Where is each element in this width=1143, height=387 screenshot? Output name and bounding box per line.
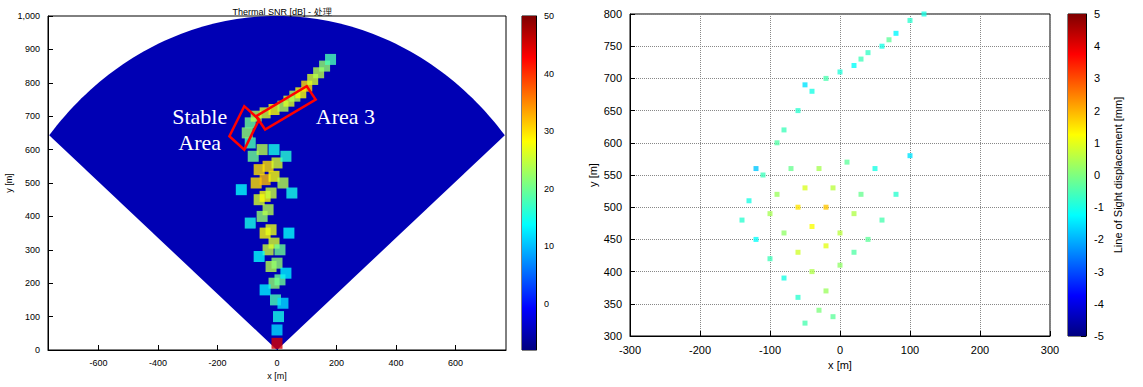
- svg-text:-300: -300: [619, 344, 641, 356]
- svg-text:300: 300: [604, 330, 622, 342]
- svg-text:300: 300: [25, 245, 40, 255]
- svg-text:y [m]: y [m]: [4, 173, 14, 193]
- svg-text:400: 400: [388, 358, 403, 368]
- svg-text:100: 100: [25, 312, 40, 322]
- svg-text:-5: -5: [1094, 330, 1104, 342]
- svg-text:y [m]: y [m]: [587, 163, 599, 187]
- svg-text:-400: -400: [149, 358, 167, 368]
- svg-text:50: 50: [544, 11, 554, 21]
- svg-text:500: 500: [604, 201, 622, 213]
- svg-text:200: 200: [971, 344, 989, 356]
- svg-text:600: 600: [448, 358, 463, 368]
- svg-text:30: 30: [544, 126, 554, 136]
- svg-text:450: 450: [604, 233, 622, 245]
- svg-text:2: 2: [1094, 105, 1100, 117]
- svg-text:0: 0: [274, 358, 279, 368]
- svg-text:-4: -4: [1094, 298, 1104, 310]
- svg-text:Area: Area: [178, 130, 221, 155]
- svg-text:Stable: Stable: [172, 104, 227, 129]
- svg-text:500: 500: [25, 178, 40, 188]
- svg-text:4: 4: [1094, 40, 1100, 52]
- svg-text:Line of Sight displacement [mm: Line of Sight displacement [mm]: [1112, 97, 1124, 254]
- svg-text:x [m]: x [m]: [267, 371, 287, 381]
- svg-text:100: 100: [901, 344, 919, 356]
- svg-text:0: 0: [35, 345, 40, 355]
- svg-text:40: 40: [544, 69, 554, 79]
- svg-text:0: 0: [1094, 169, 1100, 181]
- svg-text:200: 200: [25, 278, 40, 288]
- svg-text:-200: -200: [209, 358, 227, 368]
- svg-text:600: 600: [604, 137, 622, 149]
- svg-text:-1: -1: [1094, 201, 1104, 213]
- svg-text:0: 0: [837, 344, 843, 356]
- svg-text:800: 800: [604, 8, 622, 20]
- svg-text:400: 400: [604, 266, 622, 278]
- svg-text:400: 400: [25, 211, 40, 221]
- svg-text:-200: -200: [689, 344, 711, 356]
- svg-text:750: 750: [604, 40, 622, 52]
- svg-text:-600: -600: [90, 358, 108, 368]
- svg-text:x [m]: x [m]: [828, 359, 852, 371]
- svg-text:Thermal SNR [dB] - 处理: Thermal SNR [dB] - 处理: [232, 7, 331, 17]
- svg-text:600: 600: [25, 145, 40, 155]
- svg-text:900: 900: [25, 44, 40, 54]
- svg-text:200: 200: [329, 358, 344, 368]
- svg-text:300: 300: [1041, 344, 1059, 356]
- svg-text:700: 700: [25, 111, 40, 121]
- svg-text:-2: -2: [1094, 233, 1104, 245]
- svg-text:20: 20: [544, 184, 554, 194]
- svg-text:1: 1: [1094, 137, 1100, 149]
- svg-text:350: 350: [604, 298, 622, 310]
- svg-text:Area 3: Area 3: [316, 104, 375, 129]
- svg-text:1,000: 1,000: [17, 11, 40, 21]
- svg-text:650: 650: [604, 105, 622, 117]
- svg-text:-100: -100: [759, 344, 781, 356]
- svg-text:800: 800: [25, 78, 40, 88]
- svg-text:10: 10: [544, 241, 554, 251]
- svg-text:-3: -3: [1094, 266, 1104, 278]
- svg-text:3: 3: [1094, 72, 1100, 84]
- svg-text:5: 5: [1094, 8, 1100, 20]
- svg-text:700: 700: [604, 72, 622, 84]
- svg-text:550: 550: [604, 169, 622, 181]
- svg-text:0: 0: [544, 299, 549, 309]
